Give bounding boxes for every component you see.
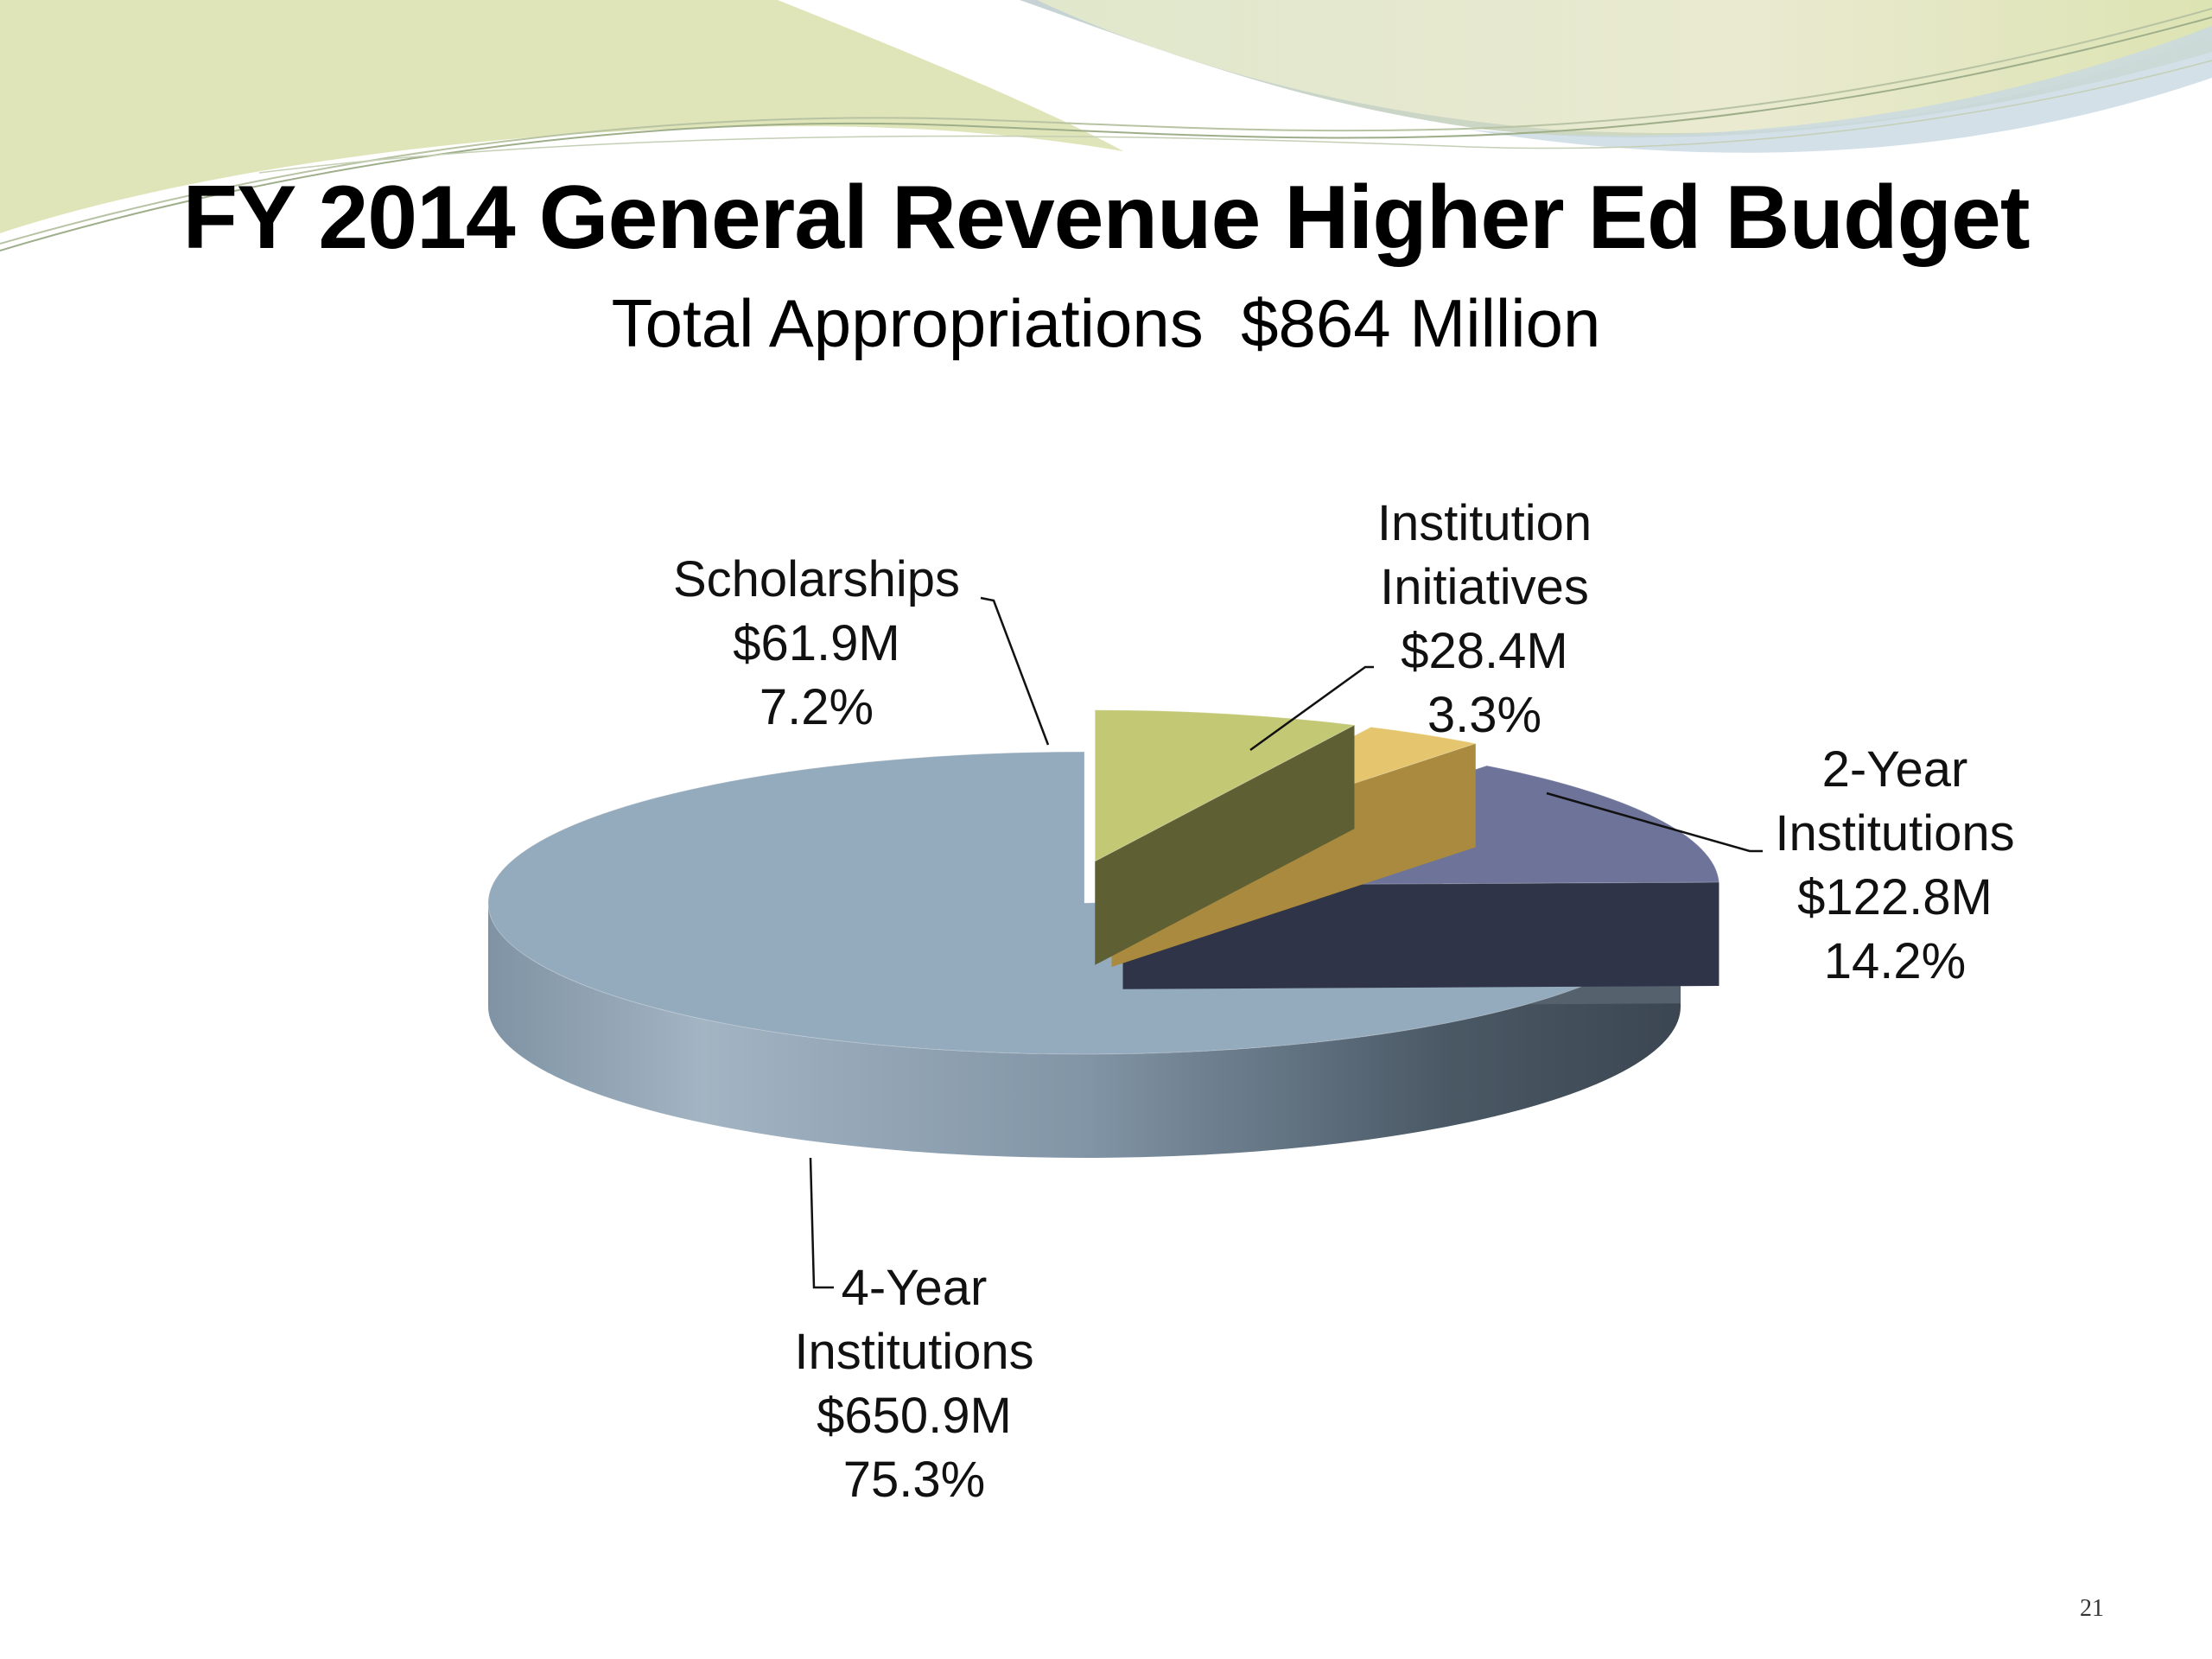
pie-cut-face [1095, 725, 1355, 965]
data-label-line: Scholarships [673, 551, 960, 607]
pie-slice-scholarships [1094, 709, 1357, 965]
data-label-line: 4-Year [842, 1260, 988, 1316]
data-label-line: Institutions [1775, 805, 2014, 861]
leader-line-institution-initiatives [1249, 665, 1374, 752]
wave-shape-blue [1469, 26, 2212, 153]
leader-line-two-year [1546, 791, 1763, 853]
data-label-line: 14.2% [1824, 933, 1966, 989]
wave-shape-left [0, 0, 1123, 233]
wave-line-2 [0, 8, 2212, 245]
data-label-line: $650.9M [817, 1388, 1012, 1444]
page-title: FY 2014 General Revenue Higher Ed Budget [182, 168, 2031, 268]
data-label-line: 75.3% [843, 1452, 985, 1508]
leader-line-scholarships [980, 596, 1050, 746]
data-label-line: Initiatives [1380, 559, 1589, 615]
pie-top-scholarships [1094, 709, 1357, 862]
data-label-line: $61.9M [733, 615, 899, 671]
leader-line-four-year [809, 1157, 834, 1289]
page-subtitle: Total Appropriations $864 Million [611, 285, 1601, 361]
data-label-line: Institutions [794, 1324, 1033, 1380]
data-label-line: $122.8M [1797, 869, 1993, 925]
wave-line-3 [258, 60, 2212, 174]
data-label-line: Institution [1377, 495, 1592, 551]
data-label-line: 3.3% [1427, 687, 1541, 743]
data-label-four-year: 4-Year Institutions $650.9M 75.3% [794, 1260, 1033, 1508]
data-label-line: 7.2% [760, 679, 874, 735]
data-label-line: 2-Year [1822, 741, 1968, 798]
data-label-line: $28.4M [1401, 623, 1567, 679]
wave-shape-right [1037, 0, 2212, 134]
data-label-institution-initiatives: Institution Initiatives $28.4M 3.3% [1377, 495, 1592, 743]
pie-side-four-year [488, 903, 1681, 1158]
data-label-scholarships: Scholarships $61.9M 7.2% [673, 551, 960, 735]
wave-line-1 [0, 16, 2212, 251]
data-label-two-year: 2-Year Institutions $122.8M 14.2% [1775, 741, 2014, 989]
page-number: 21 [2080, 1595, 2104, 1622]
decorative-wave-banner [0, 0, 2212, 251]
